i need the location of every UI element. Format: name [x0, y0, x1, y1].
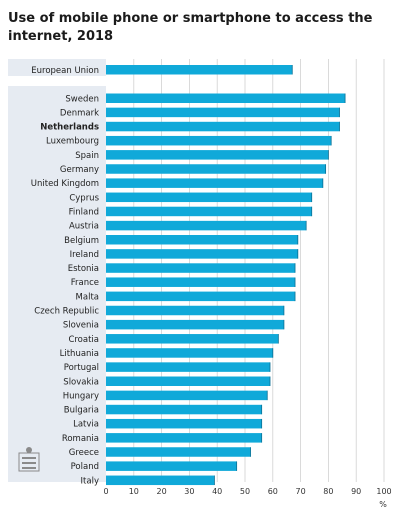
bar: [106, 164, 326, 174]
x-tick-label: 80: [323, 487, 333, 496]
bar: [106, 206, 312, 217]
x-tick-label: 0: [103, 487, 108, 496]
x-tick-label: 100: [376, 487, 391, 496]
category-label: Hungary: [63, 391, 99, 401]
category-label: Netherlands: [40, 123, 99, 133]
category-label: Belgium: [64, 236, 99, 246]
bar: [106, 348, 273, 358]
bar: [106, 334, 279, 344]
category-label: Germany: [60, 165, 99, 175]
x-tick-label: 70: [296, 487, 306, 496]
category-label: European Union: [31, 66, 99, 76]
category-labels-layer: European Union Sweden Denmark Netherlands Lu…: [31, 66, 100, 487]
x-tick-label: 20: [157, 487, 167, 496]
category-label: Sweden: [65, 94, 99, 104]
bar: [106, 192, 312, 203]
x-tick-label: 60: [268, 487, 278, 496]
category-label: Finland: [69, 207, 99, 217]
chart-title: Use of mobile phone or smartphone to acc…: [8, 11, 373, 44]
category-label: Romania: [62, 434, 99, 444]
bar: [106, 65, 293, 75]
logo-icon: [18, 447, 40, 472]
bar: [106, 305, 284, 316]
category-label: Luxembourg: [46, 137, 99, 147]
x-axis: 0 10 20 30 40 50 60 70 80 90 100%: [103, 487, 391, 509]
category-label: Latvia: [73, 420, 99, 430]
bar: [106, 93, 346, 103]
category-label: Spain: [75, 151, 99, 161]
bar: [106, 235, 298, 245]
category-label: Cyprus: [69, 193, 99, 203]
bar: [106, 249, 298, 259]
bar: [106, 362, 271, 372]
category-label: Bulgaria: [64, 406, 99, 416]
category-label: Malta: [76, 292, 99, 302]
category-label: France: [71, 278, 99, 288]
bar: [106, 390, 268, 401]
category-label: Lithuania: [60, 349, 99, 359]
bar: [106, 220, 307, 231]
bars-layer: [106, 65, 346, 486]
bar: [106, 433, 262, 443]
bar: [106, 447, 251, 457]
bar: [106, 376, 271, 386]
eu-label-panel: [8, 59, 106, 76]
category-label: Ireland: [70, 250, 99, 260]
bar: [106, 277, 296, 287]
country-label-panel: [8, 86, 106, 482]
bar: [106, 121, 340, 132]
x-tick-label: 50: [240, 487, 250, 496]
x-tick-label: 30: [184, 487, 194, 496]
bar: [106, 319, 284, 330]
bar: [106, 150, 329, 160]
bar: [106, 178, 323, 188]
x-tick-label: 90: [351, 487, 361, 496]
category-label: Greece: [69, 448, 99, 458]
bar: [106, 461, 237, 471]
category-label: Portugal: [64, 363, 99, 373]
x-tick-label: 10: [129, 487, 139, 496]
x-axis-unit: %: [379, 500, 387, 509]
category-label: Croatia: [68, 335, 99, 345]
x-tick-label: 40: [212, 487, 222, 496]
category-label: Denmark: [60, 108, 99, 118]
category-label: Poland: [71, 462, 99, 472]
category-label: Slovakia: [63, 377, 99, 387]
bar: [106, 404, 262, 415]
category-label: Slovenia: [63, 321, 99, 331]
category-label: Czech Republic: [34, 307, 99, 317]
bar: [106, 263, 296, 273]
bar: [106, 107, 340, 118]
category-label: United Kingdom: [31, 179, 99, 189]
category-label: Austria: [69, 222, 99, 232]
bar: [106, 135, 332, 146]
bar: [106, 475, 215, 486]
bar: [106, 418, 262, 429]
bar: [106, 291, 296, 302]
label-panel-layer: [8, 59, 106, 482]
category-label: Estonia: [68, 264, 99, 274]
category-label: Italy: [81, 476, 99, 486]
